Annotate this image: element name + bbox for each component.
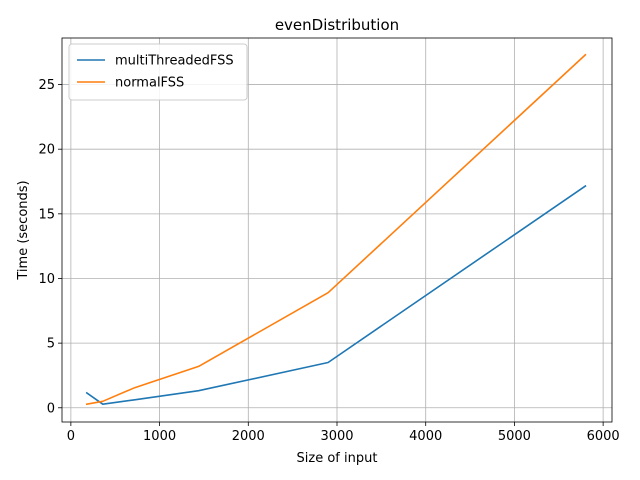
y-tick-label: 10 [38,272,55,287]
x-tick-label: 6000 [587,429,620,444]
x-axis-title: Size of input [297,451,378,466]
x-tick-label: 2000 [232,429,265,444]
x-tick-label: 5000 [498,429,531,444]
legend-label: multiThreadedFSS [115,54,234,69]
chart-title: evenDistribution [275,16,399,34]
series-line-normalFSS [85,53,587,406]
y-tick-label: 15 [38,207,55,222]
y-axis-title: Time (seconds) [16,180,31,280]
y-tick-label: 25 [38,78,55,93]
legend-items: multiThreadedFSS normalFSS [77,54,234,91]
axis-ticks: 0 1000 2000 3000 4000 5000 6000 0 5 10 15 20 25 [38,78,619,444]
legend-label: normalFSS [115,76,184,91]
legend-box [68,43,248,101]
legend: multiThreadedFSS normalFSS [68,43,248,101]
x-tick-label: 4000 [409,429,442,444]
x-tick-label: 3000 [320,429,353,444]
plot-series [85,53,587,406]
y-tick-label: 0 [47,401,55,416]
grid [62,38,612,422]
x-tick-label: 0 [67,429,75,444]
x-tick-label: 1000 [143,429,176,444]
y-tick-label: 20 [38,143,55,158]
y-tick-label: 5 [47,337,55,352]
